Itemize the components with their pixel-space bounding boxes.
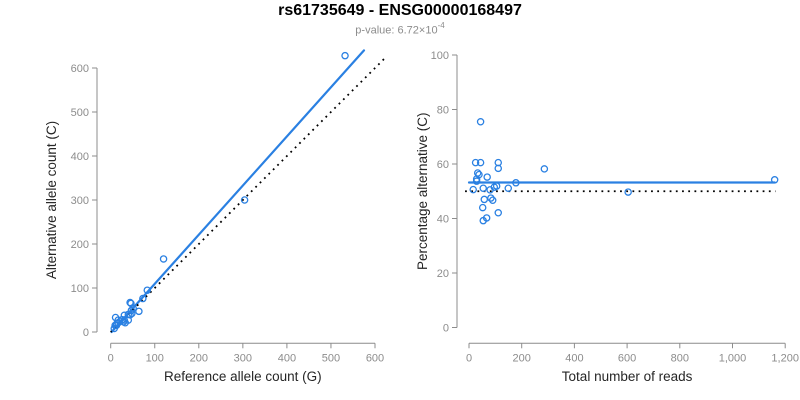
y-tick-label: 300 bbox=[71, 195, 89, 207]
data-point bbox=[479, 184, 487, 193]
data-point bbox=[476, 158, 485, 167]
x-tick-label: 300 bbox=[234, 352, 252, 364]
data-point bbox=[512, 179, 520, 187]
data-point bbox=[143, 286, 152, 294]
p-value-label: p-value: bbox=[355, 24, 398, 37]
data-point bbox=[341, 51, 349, 60]
panel-left: 0 100 200 300 400 500 600 0 100 200 300 400 500 600 Re… bbox=[44, 49, 387, 384]
x-axis-title: Total number of reads bbox=[562, 369, 693, 384]
data-point bbox=[121, 319, 129, 327]
data-point bbox=[540, 165, 549, 173]
data-point bbox=[770, 176, 779, 184]
data-point bbox=[488, 196, 497, 204]
x-tick-label: 500 bbox=[322, 352, 340, 364]
data-point bbox=[492, 182, 501, 190]
y-tick-label: 400 bbox=[71, 151, 89, 163]
data-point bbox=[483, 173, 491, 181]
data-point bbox=[494, 209, 502, 217]
x-tick-label: 100 bbox=[146, 352, 164, 364]
x-tick-label: 1,000 bbox=[719, 352, 747, 364]
data-point bbox=[478, 203, 487, 212]
data-point bbox=[472, 175, 481, 183]
data-point bbox=[240, 196, 249, 204]
data-point bbox=[624, 188, 632, 196]
y-tick-label: 40 bbox=[437, 213, 449, 225]
data-point bbox=[129, 304, 137, 312]
data-point bbox=[494, 164, 502, 173]
x-tick-label: 200 bbox=[513, 352, 531, 364]
y-tick-label: 80 bbox=[437, 104, 449, 116]
y-tick-label: 500 bbox=[71, 107, 89, 119]
x-tick-label: 600 bbox=[366, 352, 384, 364]
chart-subtitle: p-value: 6.72×10-4 bbox=[0, 21, 800, 37]
data-point bbox=[476, 118, 485, 126]
data-point bbox=[471, 158, 480, 167]
y-tick-label: 0 bbox=[443, 322, 449, 334]
y-tick-label: 100 bbox=[431, 50, 449, 62]
data-point bbox=[472, 177, 481, 185]
y-axis-title: Percentage alternative (C) bbox=[415, 112, 430, 270]
data-point bbox=[504, 184, 513, 193]
data-point bbox=[128, 309, 136, 318]
y-axis-title: Alternative allele count (C) bbox=[44, 121, 59, 279]
data-point bbox=[479, 216, 487, 225]
y-tick-label: 60 bbox=[437, 159, 449, 171]
x-tick-label: 0 bbox=[108, 352, 114, 364]
p-value-exponent: -4 bbox=[437, 21, 445, 30]
x-tick-label: 400 bbox=[565, 352, 583, 364]
chart-title: rs61735649 - ENSG00000168497 bbox=[278, 2, 522, 19]
x-tick-label: 800 bbox=[671, 352, 689, 364]
data-point bbox=[159, 255, 168, 263]
p-value-value: 6.72×10 bbox=[397, 24, 438, 37]
data-point bbox=[469, 185, 477, 194]
y-tick-label: 20 bbox=[437, 268, 449, 280]
panel-right: 0 20 40 60 80 100 0 200 400 600 800 1,000 1,200 Total… bbox=[415, 50, 799, 384]
data-point bbox=[135, 307, 143, 316]
x-tick-label: 1,200 bbox=[771, 352, 799, 364]
x-tick-label: 200 bbox=[190, 352, 208, 364]
x-tick-label: 0 bbox=[466, 352, 472, 364]
x-axis-title: Reference allele count (G) bbox=[164, 369, 322, 384]
data-point bbox=[487, 194, 495, 202]
y-tick-label: 0 bbox=[83, 327, 89, 339]
x-tick-label: 400 bbox=[278, 352, 296, 364]
data-point bbox=[110, 324, 118, 333]
y-tick-label: 200 bbox=[71, 239, 89, 251]
y-tick-label: 600 bbox=[71, 63, 89, 75]
fit-line bbox=[110, 49, 366, 334]
identity-line bbox=[110, 56, 387, 333]
x-tick-label: 600 bbox=[618, 352, 636, 364]
data-point bbox=[480, 195, 489, 204]
y-tick-label: 100 bbox=[71, 283, 89, 295]
data-point bbox=[139, 294, 147, 303]
data-point bbox=[126, 298, 134, 307]
